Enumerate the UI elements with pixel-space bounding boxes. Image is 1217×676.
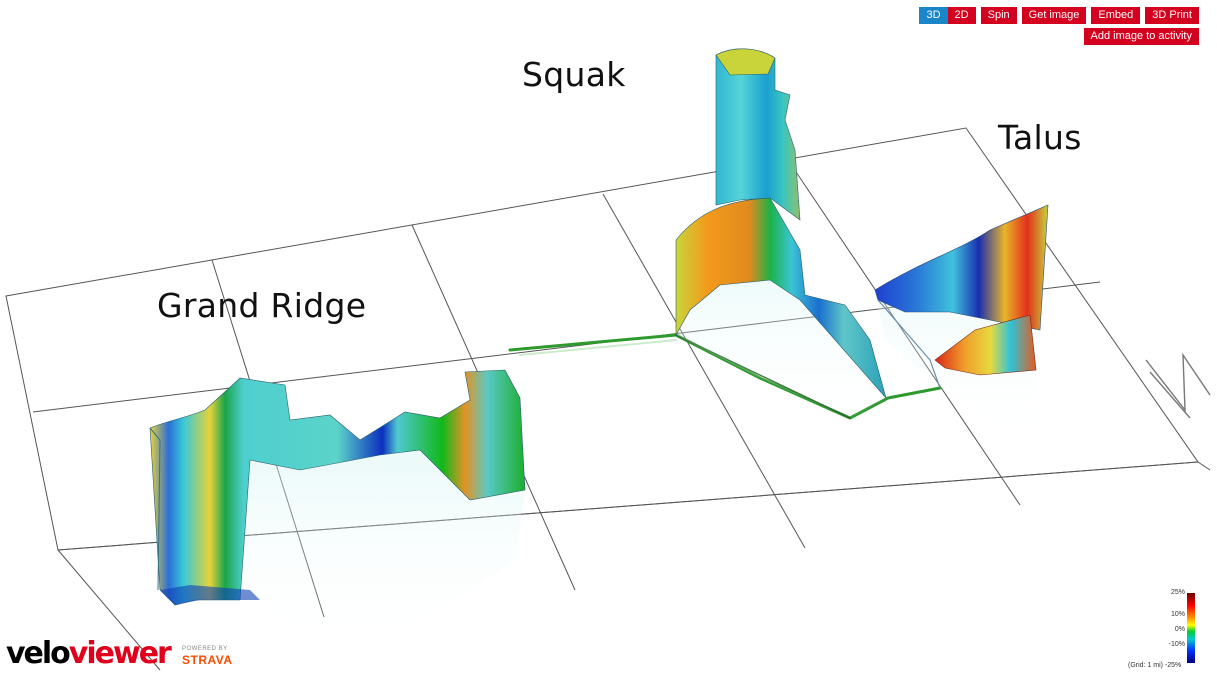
view-mode-toggle: 3D 2D [919,7,976,24]
strava-logo: STRAVA [182,653,233,667]
legend-neg10-label: -10% [1168,641,1185,648]
get-image-button[interactable]: Get image [1021,7,1087,24]
grid-scale-note: (Grid: 1 mi) -25% [1128,662,1182,669]
gradient-legend: 25% 10% 0% -10% [1160,589,1212,673]
legend-10-label: 10% [1170,611,1185,618]
embed-button[interactable]: Embed [1091,7,1141,24]
legend-max-label: 25% [1170,589,1185,596]
add-image-to-activity-button[interactable]: Add image to activity [1083,28,1199,45]
region-label-talus: Talus [998,118,1082,157]
gradient-color-bar [1187,593,1195,663]
region-label-squak: Squak [522,55,626,94]
3d-print-button[interactable]: 3D Print [1145,7,1199,24]
compass-glyph [1145,352,1211,419]
spin-button[interactable]: Spin [980,7,1017,24]
view-3d-button[interactable]: 3D [919,7,948,24]
logo-velo-text: velo [6,636,71,671]
legend-zero-label: 0% [1174,626,1185,633]
view-2d-button[interactable]: 2D [947,7,976,24]
squak-profile [675,48,887,418]
talus-profile [874,204,1049,440]
grand-ridge-profile [149,369,526,640]
logo-viewer-text: viewer [68,636,172,671]
view-toolbar: 3D 2D Spin Get image Embed 3D Print [919,7,1199,24]
region-label-grand-ridge: Grand Ridge [157,286,367,325]
powered-by-text: POWERED BY [182,646,228,652]
